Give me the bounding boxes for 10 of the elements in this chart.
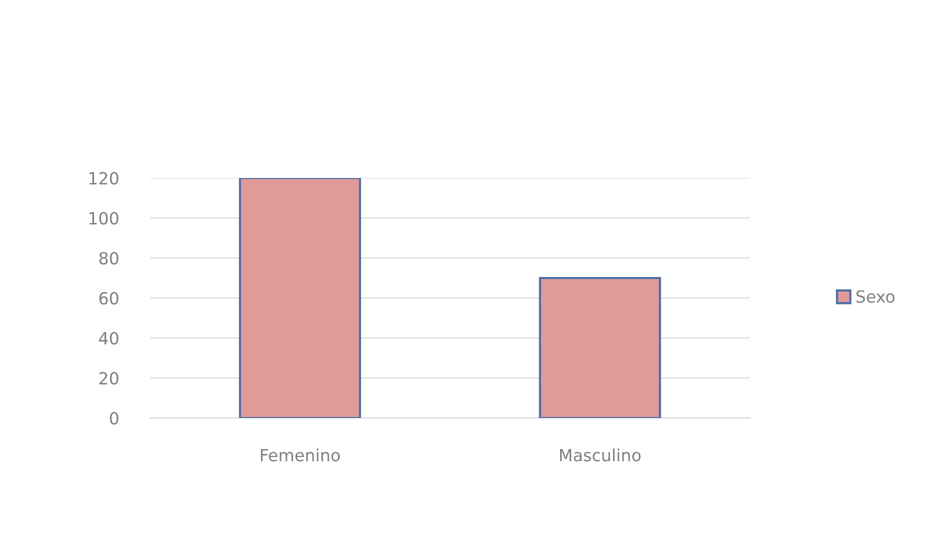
- y-tick-label: 20: [99, 372, 118, 385]
- y-tick-label: 80: [99, 252, 118, 265]
- y-tick-label: 120: [89, 172, 118, 185]
- y-tick-label: 60: [99, 292, 118, 305]
- legend-label: Sexo: [856, 290, 895, 303]
- x-tick-label: Femenino: [260, 448, 340, 462]
- y-tick-label: 0: [110, 412, 118, 425]
- y-tick-label: 100: [89, 212, 118, 225]
- x-tick-label: Masculino: [560, 448, 641, 462]
- y-tick-label: 40: [99, 332, 118, 345]
